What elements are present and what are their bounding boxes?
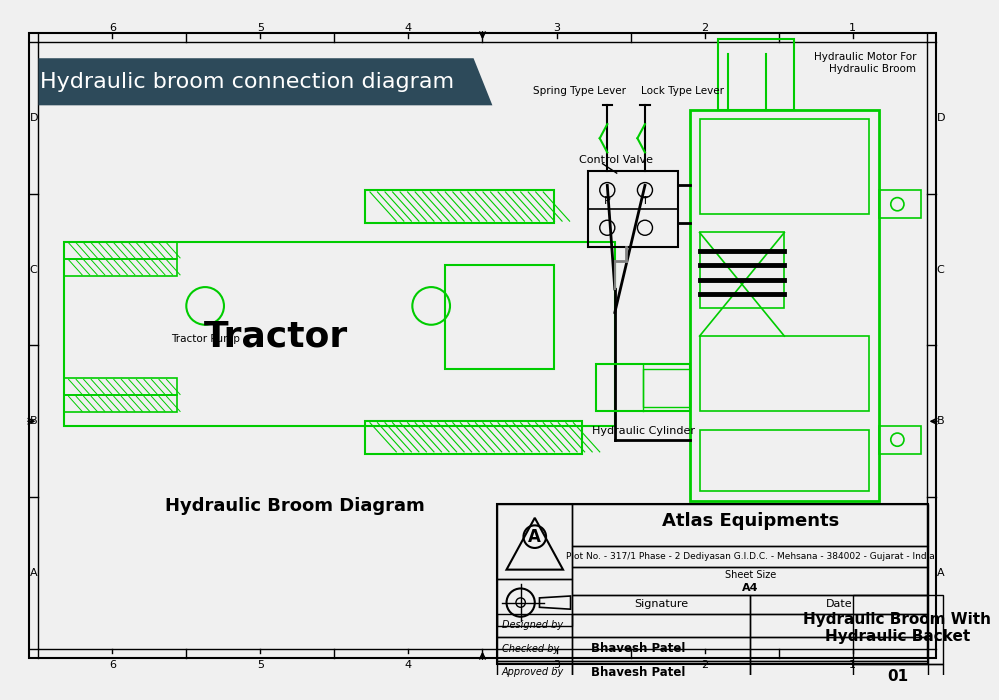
Bar [498,614,572,638]
Polygon shape [38,58,493,105]
Bar [498,661,572,685]
Bar [366,190,553,223]
Text: Control Valve: Control Valve [579,155,653,165]
Text: C: C [937,265,945,274]
Bar [878,190,921,218]
Bar [572,504,928,546]
Bar [699,232,784,308]
Bar [572,638,750,661]
Bar [853,664,943,690]
Text: A: A [528,528,541,546]
Text: A: A [937,568,944,578]
Text: Designed by: Designed by [501,620,562,630]
Text: Lock Type Lever: Lock Type Lever [641,86,724,96]
Text: A4: A4 [742,584,758,594]
Bar [853,595,943,664]
Text: C: C [30,265,38,274]
Text: Approved by: Approved by [501,667,564,678]
Text: 1: 1 [849,660,856,670]
Text: Atlas Equipments: Atlas Equipments [661,512,839,530]
Text: Tractor: Tractor [204,319,348,353]
Text: P: P [604,197,610,206]
Text: 5: 5 [257,23,264,33]
Bar [718,39,794,110]
Bar [750,595,928,614]
Bar [878,426,921,454]
Bar [64,259,177,276]
Bar [596,364,690,412]
Text: Date: Date [825,599,852,610]
Bar [572,567,928,595]
Bar [643,369,690,407]
Bar [498,638,572,661]
Text: T: T [641,197,648,206]
Text: Hydraulic Cylinder: Hydraulic Cylinder [591,426,694,435]
Bar [588,172,678,246]
Text: 6: 6 [109,660,116,670]
Bar [690,110,878,501]
Text: 2: 2 [701,23,708,33]
Text: Hydraulic Broom Diagram: Hydraulic Broom Diagram [165,496,425,514]
Bar [498,579,572,626]
Bar [366,421,581,454]
Text: A: A [30,568,38,578]
Bar [572,614,750,638]
Bar [750,661,928,685]
Text: Spring Type Lever: Spring Type Lever [532,86,625,96]
Bar [572,595,750,614]
Text: Hydraulic broom connection diagram: Hydraulic broom connection diagram [40,72,455,92]
Text: B: B [937,416,944,426]
Bar [750,614,928,638]
Bar [572,546,928,567]
Text: D: D [30,113,38,123]
Text: 3: 3 [553,660,560,670]
Text: 3: 3 [553,23,560,33]
Bar [498,504,928,664]
Bar [64,242,614,426]
Text: Hydraulic Motor For
Hydraulic Broom: Hydraulic Motor For Hydraulic Broom [814,52,916,74]
Text: Plot No. - 317/1 Phase - 2 Dediyasan G.I.D.C. - Mehsana - 384002 - Gujarat - Ind: Plot No. - 317/1 Phase - 2 Dediyasan G.I… [566,552,935,561]
Text: 6: 6 [109,23,116,33]
Text: B: B [30,416,38,426]
Text: Bhavesh Patel: Bhavesh Patel [591,666,685,679]
Text: 5: 5 [257,660,264,670]
Bar [699,430,869,491]
Text: 1: 1 [849,23,856,33]
Text: 4: 4 [405,23,412,33]
Bar [699,120,869,214]
Bar [498,504,572,579]
Text: Bhavesh Patel: Bhavesh Patel [591,642,685,655]
Text: Hydraulic Broom With
Hydraulic Backet: Hydraulic Broom With Hydraulic Backet [803,612,991,644]
Bar [572,661,750,685]
Text: Signature: Signature [634,599,688,610]
Bar [446,265,553,369]
Text: Sheet Size: Sheet Size [725,570,776,580]
Text: 01: 01 [887,669,908,685]
Bar [64,379,177,396]
Text: 4: 4 [405,660,412,670]
Text: 2: 2 [701,660,708,670]
Bar [64,242,177,259]
Text: Checked by: Checked by [501,644,559,654]
Bar [699,336,869,412]
Bar [64,395,177,412]
Text: Tractor Pump: Tractor Pump [171,334,240,344]
Text: D: D [936,113,945,123]
Bar [750,638,928,661]
